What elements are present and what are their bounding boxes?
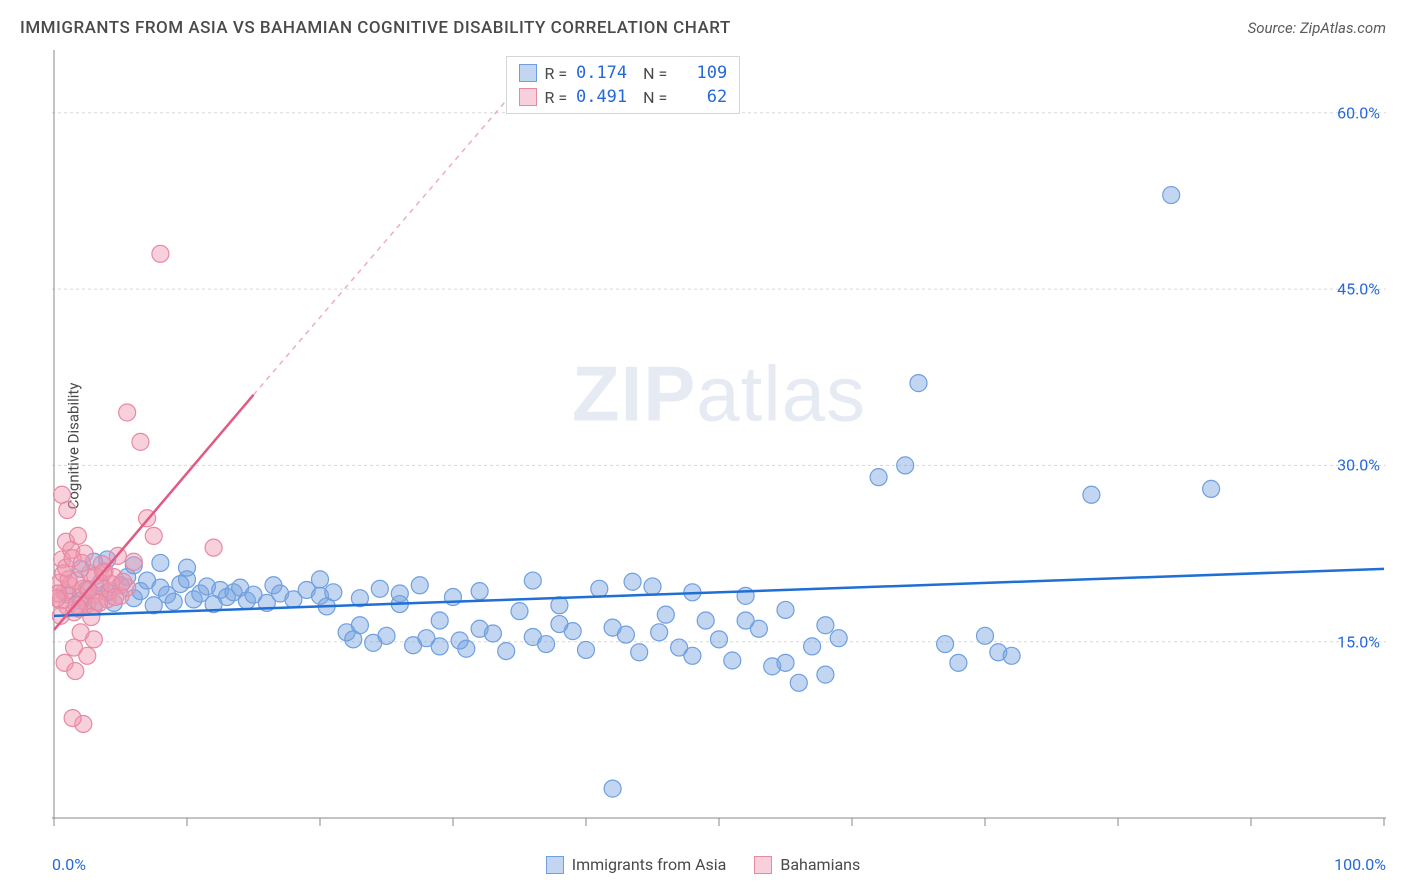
- n-label: N =: [635, 64, 667, 83]
- scatter-plot: [52, 50, 1386, 832]
- chart-area: ZIPatlas R = 0.174 N = 109 R = 0.491 N =…: [52, 50, 1386, 832]
- n-value: 109: [675, 63, 727, 83]
- y-tick-label: 45.0%: [1337, 280, 1380, 299]
- n-label: N =: [635, 88, 667, 107]
- chart-title: IMMIGRANTS FROM ASIA VS BAHAMIAN COGNITI…: [20, 18, 731, 38]
- legend-swatch-icon: [519, 64, 537, 82]
- y-tick-label: 15.0%: [1337, 632, 1380, 651]
- n-value: 62: [675, 87, 727, 107]
- correlation-legend: R = 0.174 N = 109 R = 0.491 N = 62: [506, 56, 741, 114]
- legend-row-asia: R = 0.174 N = 109: [519, 61, 728, 85]
- series-legend: Immigrants from Asia Bahamians: [0, 855, 1406, 874]
- legend-swatch-icon: [754, 856, 772, 874]
- r-value: 0.174: [575, 63, 627, 83]
- y-tick-label: 30.0%: [1337, 456, 1380, 475]
- r-value: 0.491: [575, 87, 627, 107]
- legend-row-bahamians: R = 0.491 N = 62: [519, 85, 728, 109]
- y-tick-label: 60.0%: [1337, 103, 1380, 122]
- legend-swatch-icon: [519, 88, 537, 106]
- r-label: R =: [545, 88, 568, 107]
- r-label: R =: [545, 64, 568, 83]
- legend-label: Immigrants from Asia: [572, 855, 727, 874]
- chart-source: Source: ZipAtlas.com: [1248, 19, 1386, 37]
- legend-swatch-icon: [546, 856, 564, 874]
- legend-item: Bahamians: [754, 855, 860, 874]
- chart-header: IMMIGRANTS FROM ASIA VS BAHAMIAN COGNITI…: [20, 18, 1386, 38]
- legend-item: Immigrants from Asia: [546, 855, 727, 874]
- legend-label: Bahamians: [780, 855, 860, 874]
